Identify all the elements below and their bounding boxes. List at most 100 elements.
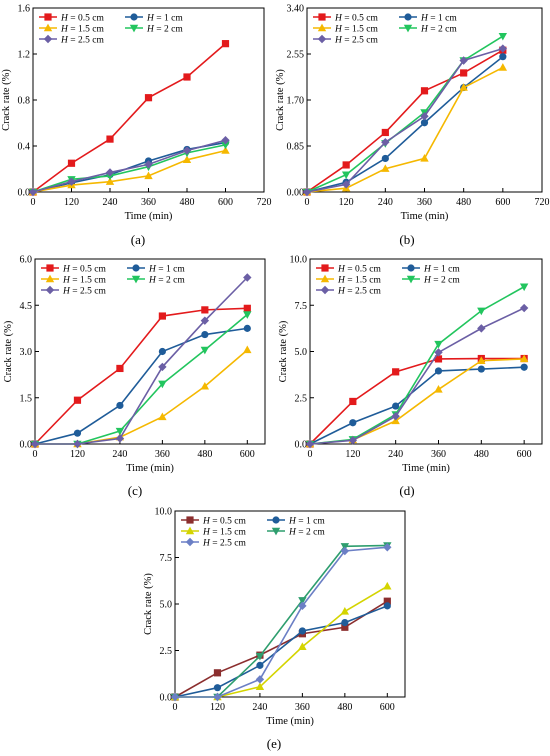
legend-marker: [407, 264, 415, 272]
x-tick-label: 360: [155, 449, 170, 460]
data-point: [434, 355, 443, 363]
x-tick-label: 360: [141, 197, 156, 208]
x-tick-label: 600: [495, 197, 510, 208]
series-line: [174, 600, 388, 698]
legend-entry: H = 0.5 cm: [60, 14, 104, 24]
panel-caption: (b): [399, 232, 414, 247]
x-tick-label: 240: [103, 197, 118, 208]
data-point: [213, 669, 222, 677]
y-tick-label: 10.0: [290, 255, 308, 266]
data-point: [213, 684, 222, 692]
series-line: [32, 139, 226, 193]
data-point: [105, 168, 115, 177]
data-point: [477, 307, 486, 316]
series-line: [34, 307, 248, 445]
legend-marker: [185, 537, 195, 547]
y-tick-label: 0.0: [160, 693, 173, 704]
chart-panel-4: 0 120 240 360 480 600 0.0 2.5 5.0 7.5 10.0 Time (mi…: [278, 255, 543, 498]
x-tick-label: 720: [257, 197, 272, 208]
data-point: [341, 619, 349, 627]
legend-marker: [406, 275, 416, 284]
series-2: [171, 602, 391, 701]
data-point: [340, 607, 350, 615]
data-point: [30, 439, 40, 449]
y-tick-label: 4.5: [20, 301, 33, 312]
y-tick-label: 6.0: [20, 255, 33, 266]
data-point: [182, 155, 192, 163]
legend-marker: [318, 13, 326, 21]
legend-entry: H = 2.5 cm: [62, 287, 106, 297]
y-tick-label: 7.5: [160, 553, 173, 564]
series-5: [302, 44, 508, 197]
y-tick-label: 7.5: [295, 301, 308, 312]
data-point: [67, 177, 76, 186]
data-point: [255, 652, 265, 661]
y-tick-label: 0.0: [18, 188, 31, 199]
data-point: [255, 675, 265, 684]
data-point: [221, 40, 230, 48]
series-line: [306, 47, 504, 193]
x-tick-label: 480: [337, 702, 352, 713]
series-line: [309, 357, 525, 445]
x-tick-label: 120: [339, 197, 354, 208]
data-point: [144, 94, 153, 102]
series-1: [303, 46, 507, 196]
series-line: [306, 66, 504, 193]
legend-marker: [321, 264, 329, 272]
data-point: [519, 303, 529, 313]
x-tick-label: 480: [474, 449, 489, 460]
legend-marker: [317, 23, 327, 32]
legend-entry: H = 2.5 cm: [334, 36, 378, 46]
x-tick-label: 600: [517, 449, 532, 460]
series-line: [34, 327, 248, 445]
data-point: [73, 429, 82, 437]
y-tick-label: 5.0: [295, 347, 308, 358]
y-tick-label: 2.5: [295, 393, 308, 404]
data-point: [221, 141, 230, 150]
legend-entry: H = 2 cm: [288, 528, 325, 538]
data-point: [383, 543, 392, 552]
legend-entry: H = 1.5 cm: [337, 276, 381, 286]
x-tick-label: 600: [218, 197, 233, 208]
legend: H = 0.5 cm H = 1 cm H = 1.5 cm H = 2 cm H = …: [313, 13, 457, 46]
chart-panel-1: 0 120 240 360 480 600 720 0.0 0.4 0.8 1.2 1.6 Time (…: [1, 4, 272, 248]
legend-entry: H = 1 cm: [288, 517, 325, 527]
legend-entry: H = 2.5 cm: [337, 287, 381, 297]
y-tick-label: 0.00: [287, 188, 305, 199]
data-point: [158, 412, 167, 421]
data-point: [342, 161, 350, 169]
data-point: [381, 128, 389, 137]
y-axis-label: Crack rate (%): [143, 573, 154, 635]
y-tick-label: 0.85: [287, 142, 305, 153]
data-point: [381, 164, 390, 172]
data-point: [349, 397, 357, 406]
data-point: [28, 187, 38, 197]
series-5: [170, 543, 392, 702]
series-line: [32, 149, 226, 193]
data-point: [298, 601, 307, 611]
data-point: [200, 381, 210, 390]
legend-marker: [185, 526, 195, 535]
series-line: [175, 546, 388, 698]
panel-caption: (e): [267, 736, 281, 751]
data-point: [158, 380, 167, 389]
y-tick-label: 5.0: [160, 600, 173, 611]
data-point: [434, 340, 443, 349]
data-point: [116, 364, 124, 373]
data-point: [158, 312, 166, 320]
x-tick-label: 120: [70, 449, 85, 460]
data-point: [341, 180, 351, 189]
x-tick-label: 0: [33, 449, 38, 460]
x-axis-label: Time (min): [401, 211, 449, 222]
y-tick-label: 1.2: [18, 50, 31, 61]
legend-marker: [132, 264, 140, 272]
data-point: [170, 692, 180, 702]
legend-entry: H = 2.5 cm: [60, 36, 104, 46]
y-axis-label: Crack rate (%): [3, 320, 14, 382]
y-tick-label: 0.0: [20, 440, 33, 451]
legend-marker: [130, 13, 138, 21]
legend-marker: [129, 24, 139, 33]
data-point: [182, 146, 192, 155]
data-point: [420, 119, 429, 127]
